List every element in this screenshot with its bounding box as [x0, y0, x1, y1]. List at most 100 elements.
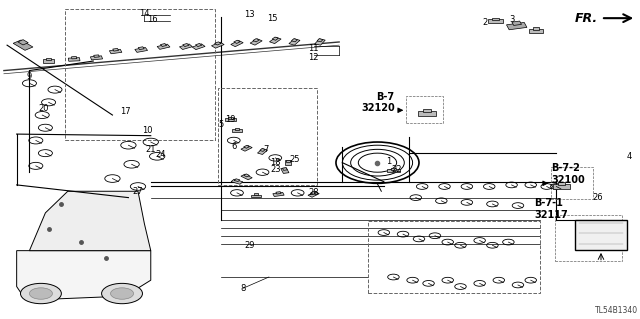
- Bar: [575, 220, 627, 250]
- Text: 24: 24: [155, 150, 166, 159]
- Bar: [179, 44, 193, 49]
- Bar: [113, 48, 118, 51]
- Circle shape: [102, 283, 143, 304]
- Bar: [241, 174, 252, 180]
- Text: B-7-2
32100: B-7-2 32100: [551, 163, 585, 185]
- Bar: [310, 191, 317, 194]
- Bar: [260, 149, 266, 152]
- Text: 3: 3: [509, 15, 515, 24]
- Bar: [553, 184, 570, 189]
- Bar: [529, 29, 543, 33]
- Text: 12: 12: [308, 53, 319, 62]
- Bar: [232, 130, 242, 132]
- Text: 13: 13: [244, 11, 255, 19]
- Text: 18: 18: [270, 158, 280, 167]
- Text: 1: 1: [387, 157, 392, 166]
- Bar: [90, 56, 102, 60]
- Text: 26: 26: [593, 193, 603, 202]
- Bar: [551, 167, 593, 199]
- Text: 5: 5: [218, 120, 223, 129]
- Bar: [257, 149, 268, 154]
- Bar: [241, 145, 252, 151]
- Text: 11: 11: [308, 44, 319, 53]
- Bar: [492, 18, 499, 20]
- Text: 25: 25: [289, 155, 300, 164]
- Bar: [251, 195, 261, 197]
- Text: 9: 9: [27, 72, 32, 81]
- Bar: [218, 88, 317, 185]
- Bar: [272, 37, 278, 40]
- Bar: [289, 39, 300, 45]
- Bar: [387, 169, 399, 172]
- Text: 22: 22: [392, 165, 402, 174]
- Circle shape: [111, 288, 134, 299]
- Bar: [43, 59, 54, 63]
- Bar: [391, 167, 396, 170]
- Bar: [317, 39, 323, 42]
- Text: 29: 29: [244, 241, 255, 250]
- Text: 20: 20: [39, 104, 49, 113]
- Bar: [512, 21, 522, 26]
- Bar: [281, 168, 289, 174]
- Bar: [368, 221, 540, 293]
- Bar: [68, 58, 80, 61]
- Polygon shape: [29, 191, 151, 251]
- Bar: [161, 43, 166, 47]
- Bar: [269, 37, 281, 44]
- Bar: [244, 145, 250, 148]
- Bar: [555, 215, 622, 261]
- Text: B-7
32120: B-7 32120: [361, 92, 395, 113]
- Text: 15: 15: [267, 14, 277, 23]
- Bar: [285, 160, 291, 165]
- Bar: [282, 168, 287, 170]
- Bar: [532, 27, 539, 30]
- Bar: [273, 192, 284, 197]
- Bar: [315, 39, 325, 45]
- Bar: [234, 40, 240, 43]
- Bar: [13, 40, 33, 50]
- Bar: [250, 39, 262, 45]
- Circle shape: [20, 283, 61, 304]
- Bar: [423, 109, 431, 112]
- Text: 8: 8: [241, 284, 246, 293]
- Text: TL54B1340: TL54B1340: [595, 306, 638, 315]
- Text: 14: 14: [139, 9, 150, 18]
- Bar: [109, 49, 122, 54]
- Text: 7: 7: [263, 145, 268, 154]
- Text: 28: 28: [308, 188, 319, 197]
- Bar: [214, 42, 221, 45]
- Bar: [253, 39, 259, 42]
- Bar: [46, 58, 51, 60]
- Bar: [228, 117, 233, 119]
- Text: 6: 6: [231, 142, 236, 151]
- Bar: [231, 179, 243, 184]
- Bar: [506, 22, 527, 30]
- Bar: [18, 40, 28, 45]
- Bar: [211, 42, 224, 48]
- Text: 4: 4: [627, 152, 632, 161]
- Text: 23: 23: [270, 165, 280, 174]
- Bar: [235, 128, 239, 130]
- Text: 2: 2: [482, 19, 488, 27]
- Bar: [406, 96, 444, 123]
- Bar: [192, 44, 205, 50]
- Text: 17: 17: [120, 108, 131, 116]
- Bar: [308, 192, 319, 197]
- Bar: [418, 111, 436, 116]
- Polygon shape: [17, 251, 151, 299]
- Bar: [225, 118, 236, 121]
- Text: 19: 19: [225, 115, 236, 124]
- Bar: [231, 41, 243, 47]
- Bar: [488, 19, 503, 24]
- Bar: [157, 44, 170, 49]
- Bar: [291, 39, 298, 42]
- Text: 21: 21: [145, 145, 156, 154]
- Text: 10: 10: [142, 126, 153, 135]
- Text: 16: 16: [147, 15, 157, 24]
- Bar: [276, 192, 281, 194]
- Bar: [138, 47, 144, 49]
- Bar: [195, 43, 202, 47]
- Text: FR.: FR.: [575, 12, 598, 25]
- Bar: [244, 174, 250, 177]
- Bar: [72, 56, 77, 59]
